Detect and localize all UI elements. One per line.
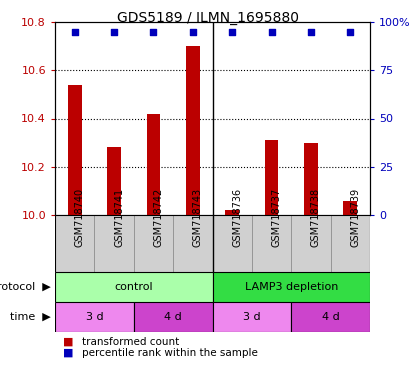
Point <box>71 28 78 35</box>
Text: GSM718743: GSM718743 <box>193 188 203 247</box>
Bar <box>265 140 278 215</box>
Text: control: control <box>115 282 153 292</box>
Bar <box>134 302 212 332</box>
Text: GSM718741: GSM718741 <box>114 188 124 247</box>
Text: 3 d: 3 d <box>85 312 103 322</box>
Bar <box>146 114 160 215</box>
Bar <box>186 46 200 215</box>
Bar <box>212 215 252 272</box>
Text: time  ▶: time ▶ <box>10 312 51 322</box>
Bar <box>134 215 173 272</box>
Bar <box>331 215 370 272</box>
Text: ■: ■ <box>63 337 74 347</box>
Bar <box>304 142 318 215</box>
Text: protocol  ▶: protocol ▶ <box>0 282 51 292</box>
Text: ■: ■ <box>63 348 74 358</box>
Bar <box>94 215 134 272</box>
Bar <box>291 302 370 332</box>
Text: GSM718742: GSM718742 <box>154 188 164 247</box>
Text: 4 d: 4 d <box>322 312 339 322</box>
Bar <box>291 215 331 272</box>
Point <box>268 28 275 35</box>
Bar <box>225 210 239 215</box>
Point <box>347 28 354 35</box>
Bar <box>212 302 291 332</box>
Bar <box>55 272 212 302</box>
Text: GSM718736: GSM718736 <box>232 188 242 247</box>
Text: transformed count: transformed count <box>82 337 179 347</box>
Text: LAMP3 depletion: LAMP3 depletion <box>244 282 338 292</box>
Text: 3 d: 3 d <box>243 312 261 322</box>
Point <box>111 28 117 35</box>
Text: GSM718737: GSM718737 <box>271 188 281 247</box>
Text: GSM718740: GSM718740 <box>75 188 85 247</box>
Point <box>308 28 314 35</box>
Text: GSM718738: GSM718738 <box>311 188 321 247</box>
Bar <box>55 215 94 272</box>
Text: GDS5189 / ILMN_1695880: GDS5189 / ILMN_1695880 <box>117 11 298 25</box>
Bar <box>252 215 291 272</box>
Bar <box>68 85 82 215</box>
Bar <box>55 302 134 332</box>
Text: percentile rank within the sample: percentile rank within the sample <box>82 348 258 358</box>
Bar <box>173 215 212 272</box>
Bar <box>344 200 357 215</box>
Point <box>190 28 196 35</box>
Bar <box>212 272 370 302</box>
Point <box>229 28 235 35</box>
Text: 4 d: 4 d <box>164 312 182 322</box>
Point <box>150 28 157 35</box>
Bar <box>107 147 121 215</box>
Text: GSM718739: GSM718739 <box>350 188 360 247</box>
